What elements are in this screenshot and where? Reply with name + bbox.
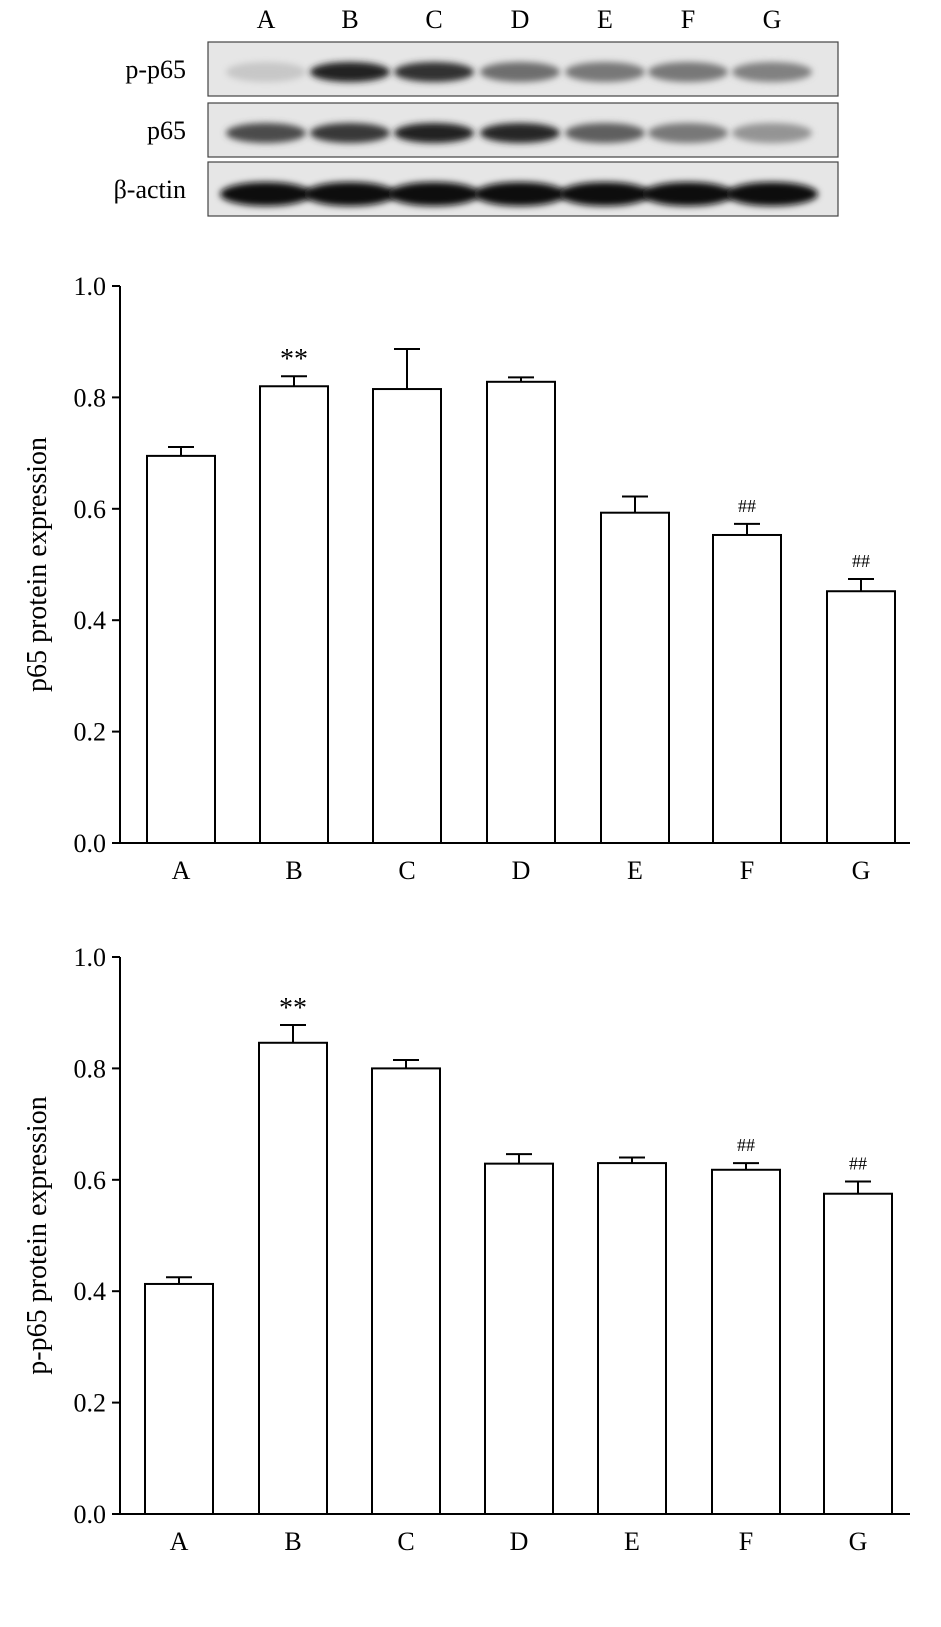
blot-band-f (648, 62, 728, 82)
blot-band-b (310, 123, 390, 143)
y-tick-label: 0.6 (74, 1166, 107, 1195)
x-tick-label-e: E (624, 1527, 640, 1556)
blot-band-f (642, 182, 734, 206)
blot-band-g (726, 182, 818, 206)
bar-c (371, 1067, 441, 1516)
blot-band-f (648, 123, 728, 143)
p-p65-bar-chart: 0.0 0.2 0.4 0.6 0.8 1.0 p-p65 protein expressi… (22, 943, 910, 1556)
y-tick-label: 1.0 (74, 943, 107, 972)
blot-row-p-p65: p-p65 (125, 41, 839, 97)
x-tick-label-c: C (398, 856, 415, 885)
bar-b (259, 385, 329, 844)
blot-lane-label-g: G (763, 5, 782, 34)
y-tick-label: 0.4 (74, 1277, 107, 1306)
blot-band-e (565, 123, 645, 143)
y-tick-label: 0.6 (74, 495, 107, 524)
western-blot-panel: A B C D E F Gp-p65 p65 β-actin (114, 5, 839, 217)
blot-row-label: β-actin (114, 175, 186, 204)
x-tick-label-a: A (170, 1527, 189, 1556)
bar-g (826, 590, 896, 845)
blot-band-g (732, 123, 812, 143)
y-axis-label: p-p65 protein expression (22, 1096, 53, 1374)
blot-lane-label-b: B (341, 5, 358, 34)
blot-lane-label-c: C (425, 5, 442, 34)
significance-label-b: ** (280, 344, 308, 375)
blot-band-c (388, 182, 480, 206)
x-tick-label-e: E (627, 856, 643, 885)
blot-band-c (394, 123, 474, 143)
x-tick-label-g: G (852, 856, 871, 885)
blot-band-d (480, 62, 560, 82)
x-tick-label-f: F (739, 1527, 753, 1556)
blot-lane-label-d: D (511, 5, 530, 34)
p65-bar-chart: 0.0 0.2 0.4 0.6 0.8 1.0 p65 protein expression… (22, 272, 910, 885)
blot-band-b (310, 62, 390, 82)
blot-row-label: p-p65 (125, 55, 186, 84)
bar-a (146, 454, 216, 844)
x-tick-label-b: B (284, 1527, 301, 1556)
x-tick-label-b: B (285, 856, 302, 885)
significance-label-f: ## (737, 1135, 755, 1155)
y-axis-label: p65 protein expression (22, 437, 53, 692)
y-tick-label: 0.0 (74, 1500, 107, 1529)
bar-e (600, 511, 670, 844)
x-tick-label-a: A (172, 856, 191, 885)
y-tick-label: 0.2 (74, 718, 107, 747)
significance-label-g: ## (852, 551, 870, 571)
blot-band-a (226, 62, 306, 82)
bar-c (372, 388, 442, 844)
blot-row-label: p65 (147, 116, 186, 145)
significance-label-f: ## (738, 496, 756, 516)
bar-a (144, 1282, 214, 1515)
bar-e (597, 1162, 667, 1515)
y-tick-label: 1.0 (74, 272, 107, 301)
blot-band-a (220, 182, 312, 206)
x-tick-label-f: F (740, 856, 754, 885)
bar-d (484, 1162, 554, 1515)
blot-lane-label-e: E (597, 5, 613, 34)
blot-row-p65: p65 (147, 102, 839, 158)
bar-f (711, 1168, 781, 1516)
y-tick-label: 0.8 (74, 383, 107, 412)
blot-lane-label-a: A (257, 5, 276, 34)
y-tick-label: 0.8 (74, 1054, 107, 1083)
y-tick-label: 0.4 (74, 606, 107, 635)
bar-f (712, 533, 782, 844)
bar-b (258, 1041, 328, 1515)
x-tick-label-c: C (397, 1527, 414, 1556)
y-tick-label: 0.0 (74, 829, 107, 858)
x-tick-label-d: D (510, 1527, 529, 1556)
blot-band-d (480, 123, 560, 143)
blot-band-a (226, 123, 306, 143)
bar-g (823, 1192, 893, 1515)
blot-band-b (304, 182, 396, 206)
x-tick-label-d: D (512, 856, 531, 885)
blot-band-e (565, 62, 645, 82)
bar-d (486, 380, 556, 844)
significance-label-g: ## (849, 1153, 867, 1173)
blot-lane-label-f: F (681, 5, 695, 34)
blot-band-g (732, 62, 812, 82)
x-tick-label-g: G (849, 1527, 868, 1556)
blot-band-e (559, 182, 651, 206)
blot-band-d (474, 182, 566, 206)
blot-row-actin: β-actin (114, 161, 839, 217)
y-tick-label: 0.2 (74, 1389, 107, 1418)
significance-label-b: ** (279, 993, 307, 1024)
blot-band-c (394, 62, 474, 82)
